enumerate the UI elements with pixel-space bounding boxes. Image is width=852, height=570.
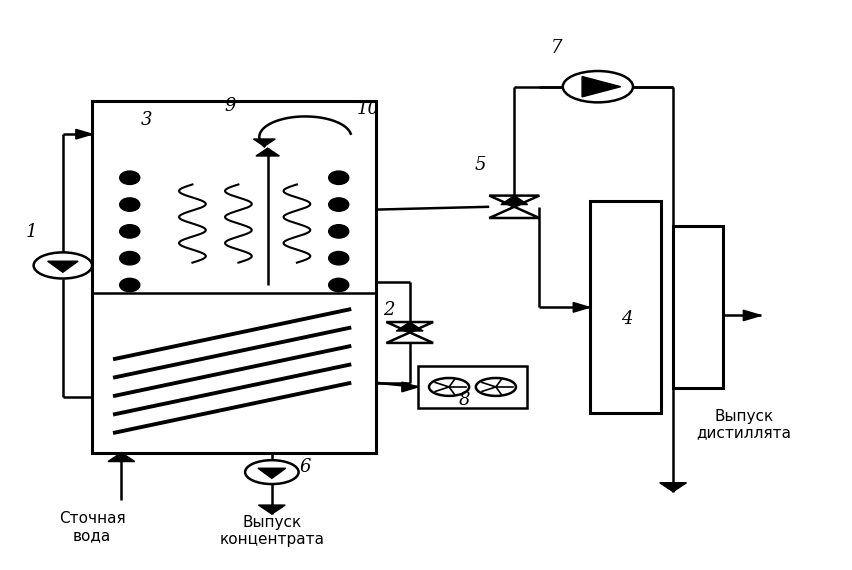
Circle shape xyxy=(119,278,140,292)
Polygon shape xyxy=(257,468,285,478)
Circle shape xyxy=(328,251,348,265)
Text: Сточная: Сточная xyxy=(59,511,125,526)
Ellipse shape xyxy=(245,460,298,484)
Text: 4: 4 xyxy=(620,310,632,328)
Text: 1: 1 xyxy=(26,223,37,241)
Text: вода: вода xyxy=(73,528,111,543)
Polygon shape xyxy=(253,139,275,146)
Polygon shape xyxy=(256,148,279,156)
Text: 2: 2 xyxy=(383,301,394,319)
Text: 3: 3 xyxy=(141,111,152,129)
Polygon shape xyxy=(489,207,538,218)
Polygon shape xyxy=(386,332,433,343)
Text: 7: 7 xyxy=(550,39,561,56)
Polygon shape xyxy=(396,322,423,331)
Circle shape xyxy=(119,251,140,265)
Polygon shape xyxy=(108,453,135,462)
Text: 5: 5 xyxy=(475,156,486,174)
Polygon shape xyxy=(573,303,589,312)
Polygon shape xyxy=(401,382,417,392)
Polygon shape xyxy=(76,129,92,139)
Ellipse shape xyxy=(562,71,632,103)
Text: дистиллята: дистиллята xyxy=(696,426,791,441)
Polygon shape xyxy=(258,505,285,514)
Ellipse shape xyxy=(475,378,515,396)
Circle shape xyxy=(119,171,140,185)
Polygon shape xyxy=(489,196,538,207)
Text: 8: 8 xyxy=(458,390,469,409)
Polygon shape xyxy=(386,322,433,332)
Circle shape xyxy=(119,198,140,211)
Polygon shape xyxy=(500,196,527,205)
Polygon shape xyxy=(659,483,686,492)
Text: Выпуск: Выпуск xyxy=(714,409,773,424)
Circle shape xyxy=(328,278,348,292)
Text: 9: 9 xyxy=(224,97,235,115)
Text: концентрата: концентрата xyxy=(219,532,324,547)
Bar xyxy=(589,201,659,413)
Text: Выпуск: Выпуск xyxy=(242,515,301,530)
Circle shape xyxy=(119,225,140,238)
Circle shape xyxy=(328,171,348,185)
Text: 6: 6 xyxy=(299,458,311,475)
Ellipse shape xyxy=(429,378,469,396)
Circle shape xyxy=(328,198,348,211)
Polygon shape xyxy=(742,310,760,321)
Circle shape xyxy=(328,225,348,238)
Polygon shape xyxy=(48,261,78,272)
Polygon shape xyxy=(581,76,620,97)
Ellipse shape xyxy=(33,253,92,279)
Bar xyxy=(417,366,527,408)
Text: 10: 10 xyxy=(356,100,379,118)
Bar xyxy=(672,226,722,388)
Bar xyxy=(92,101,376,453)
